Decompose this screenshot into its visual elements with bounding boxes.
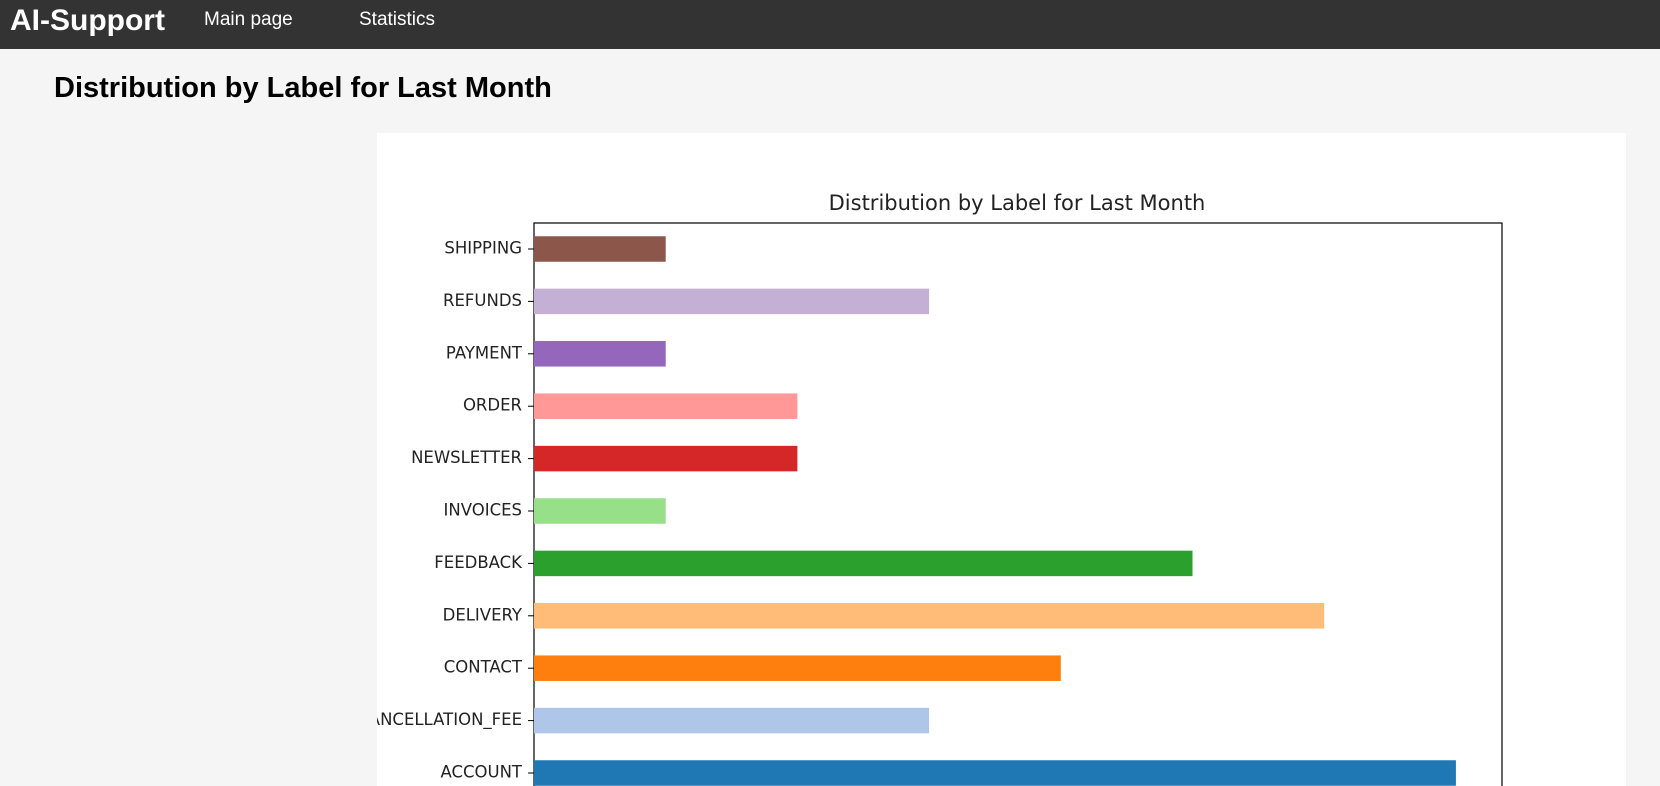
y-tick-label: FEEDBACK xyxy=(434,553,523,572)
brand[interactable]: AI-Support xyxy=(10,4,165,37)
y-tick-label: INVOICES xyxy=(444,501,522,520)
chart-title: Distribution by Label for Last Month xyxy=(829,191,1206,215)
y-tick-label: ACCOUNT xyxy=(440,763,522,782)
bar xyxy=(534,288,930,315)
bar xyxy=(534,393,798,419)
chart-panel: Distribution by Label for Last Month ACC… xyxy=(377,133,1626,786)
bar xyxy=(534,760,1456,786)
y-tick-label: CONTACT xyxy=(444,658,523,677)
plot-frame xyxy=(533,222,1503,786)
y-tick-label: REFUNDS xyxy=(443,291,522,310)
bar xyxy=(534,236,666,262)
y-tick-label: NEWSLETTER xyxy=(411,448,522,467)
chart: Distribution by Label for Last Month ACC… xyxy=(377,191,1503,786)
bar xyxy=(534,655,1061,681)
page-heading: Distribution by Label for Last Month xyxy=(54,72,552,104)
bar xyxy=(534,498,666,524)
navbar: AI-Support Main page Statistics xyxy=(0,0,1660,49)
bar xyxy=(534,707,930,734)
bar xyxy=(534,550,1193,577)
bar xyxy=(534,445,798,472)
nav-link[interactable]: Main page xyxy=(204,9,293,30)
y-tick-label: SHIPPING xyxy=(444,239,522,258)
y-tick-label: DELIVERY xyxy=(443,605,523,624)
y-tick-label: PAYMENT xyxy=(446,343,523,362)
y-tick-label: CANCELLATION_FEE xyxy=(377,710,522,730)
nav-link[interactable]: Statistics xyxy=(359,9,436,30)
y-tick-label: ORDER xyxy=(463,396,522,415)
bar xyxy=(534,603,1325,629)
bar xyxy=(534,341,666,367)
